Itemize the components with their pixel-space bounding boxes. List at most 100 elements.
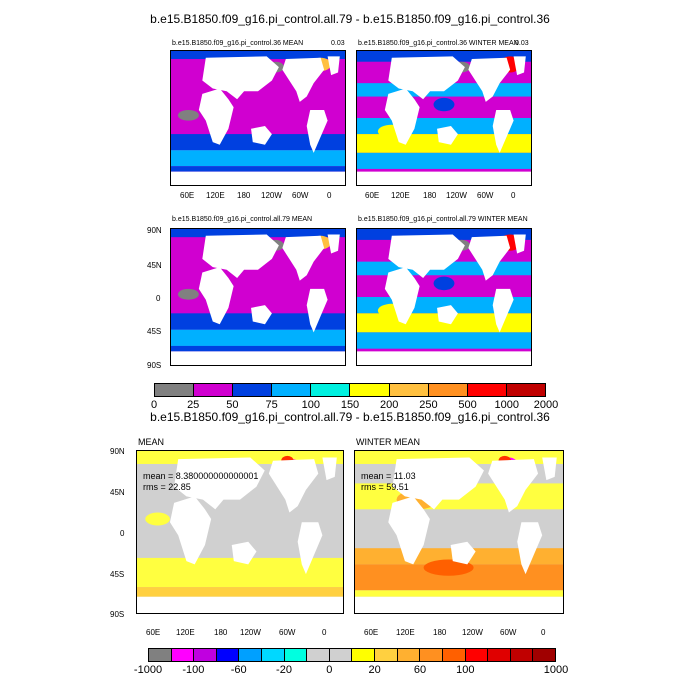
map-panel-p5: mean = 8.380000000000001 rms = 22.85: [136, 450, 344, 614]
lon-tick: 60E: [180, 191, 195, 200]
continent-land: [198, 267, 234, 325]
lon-tick: 120W: [261, 191, 282, 200]
field-patch: [177, 288, 199, 300]
lon-tick: 180: [433, 628, 447, 637]
continent-land: [468, 57, 511, 102]
lon-tick: 120E: [391, 191, 410, 200]
continent-land: [322, 457, 337, 481]
lat-tick: 0: [156, 294, 161, 303]
colorbar-swatch: [442, 649, 466, 661]
colorbar-swatch: [465, 649, 489, 661]
continent-land: [437, 126, 458, 145]
map-panel-p3: [170, 228, 346, 366]
colorbar-swatch: [239, 649, 263, 661]
lon-tick: 60E: [365, 191, 380, 200]
colorbar-label: 500: [458, 399, 477, 411]
colorbar-swatch: [375, 649, 398, 661]
land-masses: [357, 56, 531, 185]
colorbar-swatch: [389, 384, 429, 396]
continent-land: [251, 126, 272, 145]
lon-tick: 60E: [364, 628, 379, 637]
colorbar-label: 25: [187, 399, 200, 411]
continent-land: [517, 522, 543, 575]
continent-land: [174, 457, 265, 510]
lon-tick: 0: [541, 628, 546, 637]
continent-land: [202, 56, 279, 100]
panel-note: 0.03: [515, 40, 529, 47]
lon-tick: 60W: [279, 628, 296, 637]
field-patch: [423, 559, 474, 576]
colorbar-label: 1000: [494, 399, 520, 411]
colorbar-label: 250: [419, 399, 438, 411]
colorbar-swatch: [262, 649, 285, 661]
lat-tick: 45S: [110, 570, 125, 579]
continent-land: [306, 288, 328, 333]
lon-tick: 60W: [477, 191, 494, 200]
antarctica-land: [357, 351, 531, 365]
colorbar-swatch: [488, 649, 511, 661]
map-p4: [357, 229, 531, 365]
colorbar-label: 60: [413, 664, 427, 676]
map-p1: [171, 51, 345, 185]
colorbar-label: 0: [150, 399, 158, 411]
map-panel-p6: mean = 11.03 rms = 59.51: [354, 450, 564, 614]
colorbar-swatch: [171, 649, 195, 661]
panel-title: b.e15.B1850.f09_g16.pi_control.all.79 WI…: [358, 216, 528, 223]
continent-land: [297, 522, 323, 575]
continent-land: [198, 88, 234, 145]
stat-rms: rms = 22.85: [143, 482, 191, 492]
field-band: [357, 152, 531, 169]
map-panel-p2: [356, 50, 532, 186]
lon-tick: 60W: [292, 191, 309, 200]
colorbar-bottom: [148, 648, 556, 662]
colorbar-swatch: [467, 384, 507, 396]
lon-tick: 0: [511, 191, 516, 200]
colorbar-swatch: [510, 649, 534, 661]
lon-tick: 120E: [396, 628, 415, 637]
continent-land: [268, 459, 319, 513]
antarctica-land: [171, 351, 345, 365]
lon-tick: 0: [322, 628, 327, 637]
lat-tick: 90N: [110, 447, 125, 456]
colorbar-swatch: [428, 384, 468, 396]
panel-title: b.e15.B1850.f09_g16.pi_control.36 MEAN: [172, 40, 304, 47]
field-band: [357, 332, 531, 349]
continent-land: [437, 305, 458, 325]
colorbar-label: -60: [230, 664, 247, 676]
continent-land: [513, 234, 526, 254]
map-p2: [357, 51, 531, 185]
colorbar-swatch: [216, 649, 240, 661]
continent-land: [392, 457, 484, 510]
antarctica-land: [137, 596, 343, 613]
colorbar-label: 2000: [533, 399, 559, 411]
continent-land: [169, 496, 212, 565]
panel-note: 0.03: [331, 40, 345, 47]
colorbar-label: -20: [276, 664, 292, 676]
antarctica-land: [357, 171, 531, 185]
panel-title: MEAN: [138, 437, 165, 447]
antarctica-land: [355, 596, 563, 613]
land-masses: [357, 234, 531, 365]
colorbar-label: 50: [226, 399, 239, 411]
land-masses: [355, 457, 563, 613]
continent-land: [450, 541, 476, 565]
continent-land: [488, 459, 539, 513]
colorbar-label: 0: [326, 664, 333, 676]
continent-land: [388, 496, 430, 565]
colorbar-swatch: [350, 384, 390, 396]
continent-land: [282, 235, 325, 281]
panel-title: WINTER MEAN: [356, 437, 420, 447]
diff-title: b.e15.B1850.f09_g16.pi_control.all.79 - …: [150, 410, 550, 424]
continent-land: [327, 234, 340, 254]
continent-land: [492, 288, 514, 333]
field-band: [137, 587, 343, 597]
colorbar-top: [154, 383, 546, 397]
panel-title: b.e15.B1850.f09_g16.pi_control.36 WINTER…: [358, 40, 519, 47]
lat-tick: 0: [120, 529, 125, 538]
colorbar-label: 150: [340, 399, 360, 411]
lon-tick: 180: [423, 191, 437, 200]
antarctica-land: [171, 171, 345, 185]
colorbar-label: 100: [456, 664, 475, 676]
field-band: [355, 590, 563, 597]
colorbar-swatch: [149, 649, 172, 661]
